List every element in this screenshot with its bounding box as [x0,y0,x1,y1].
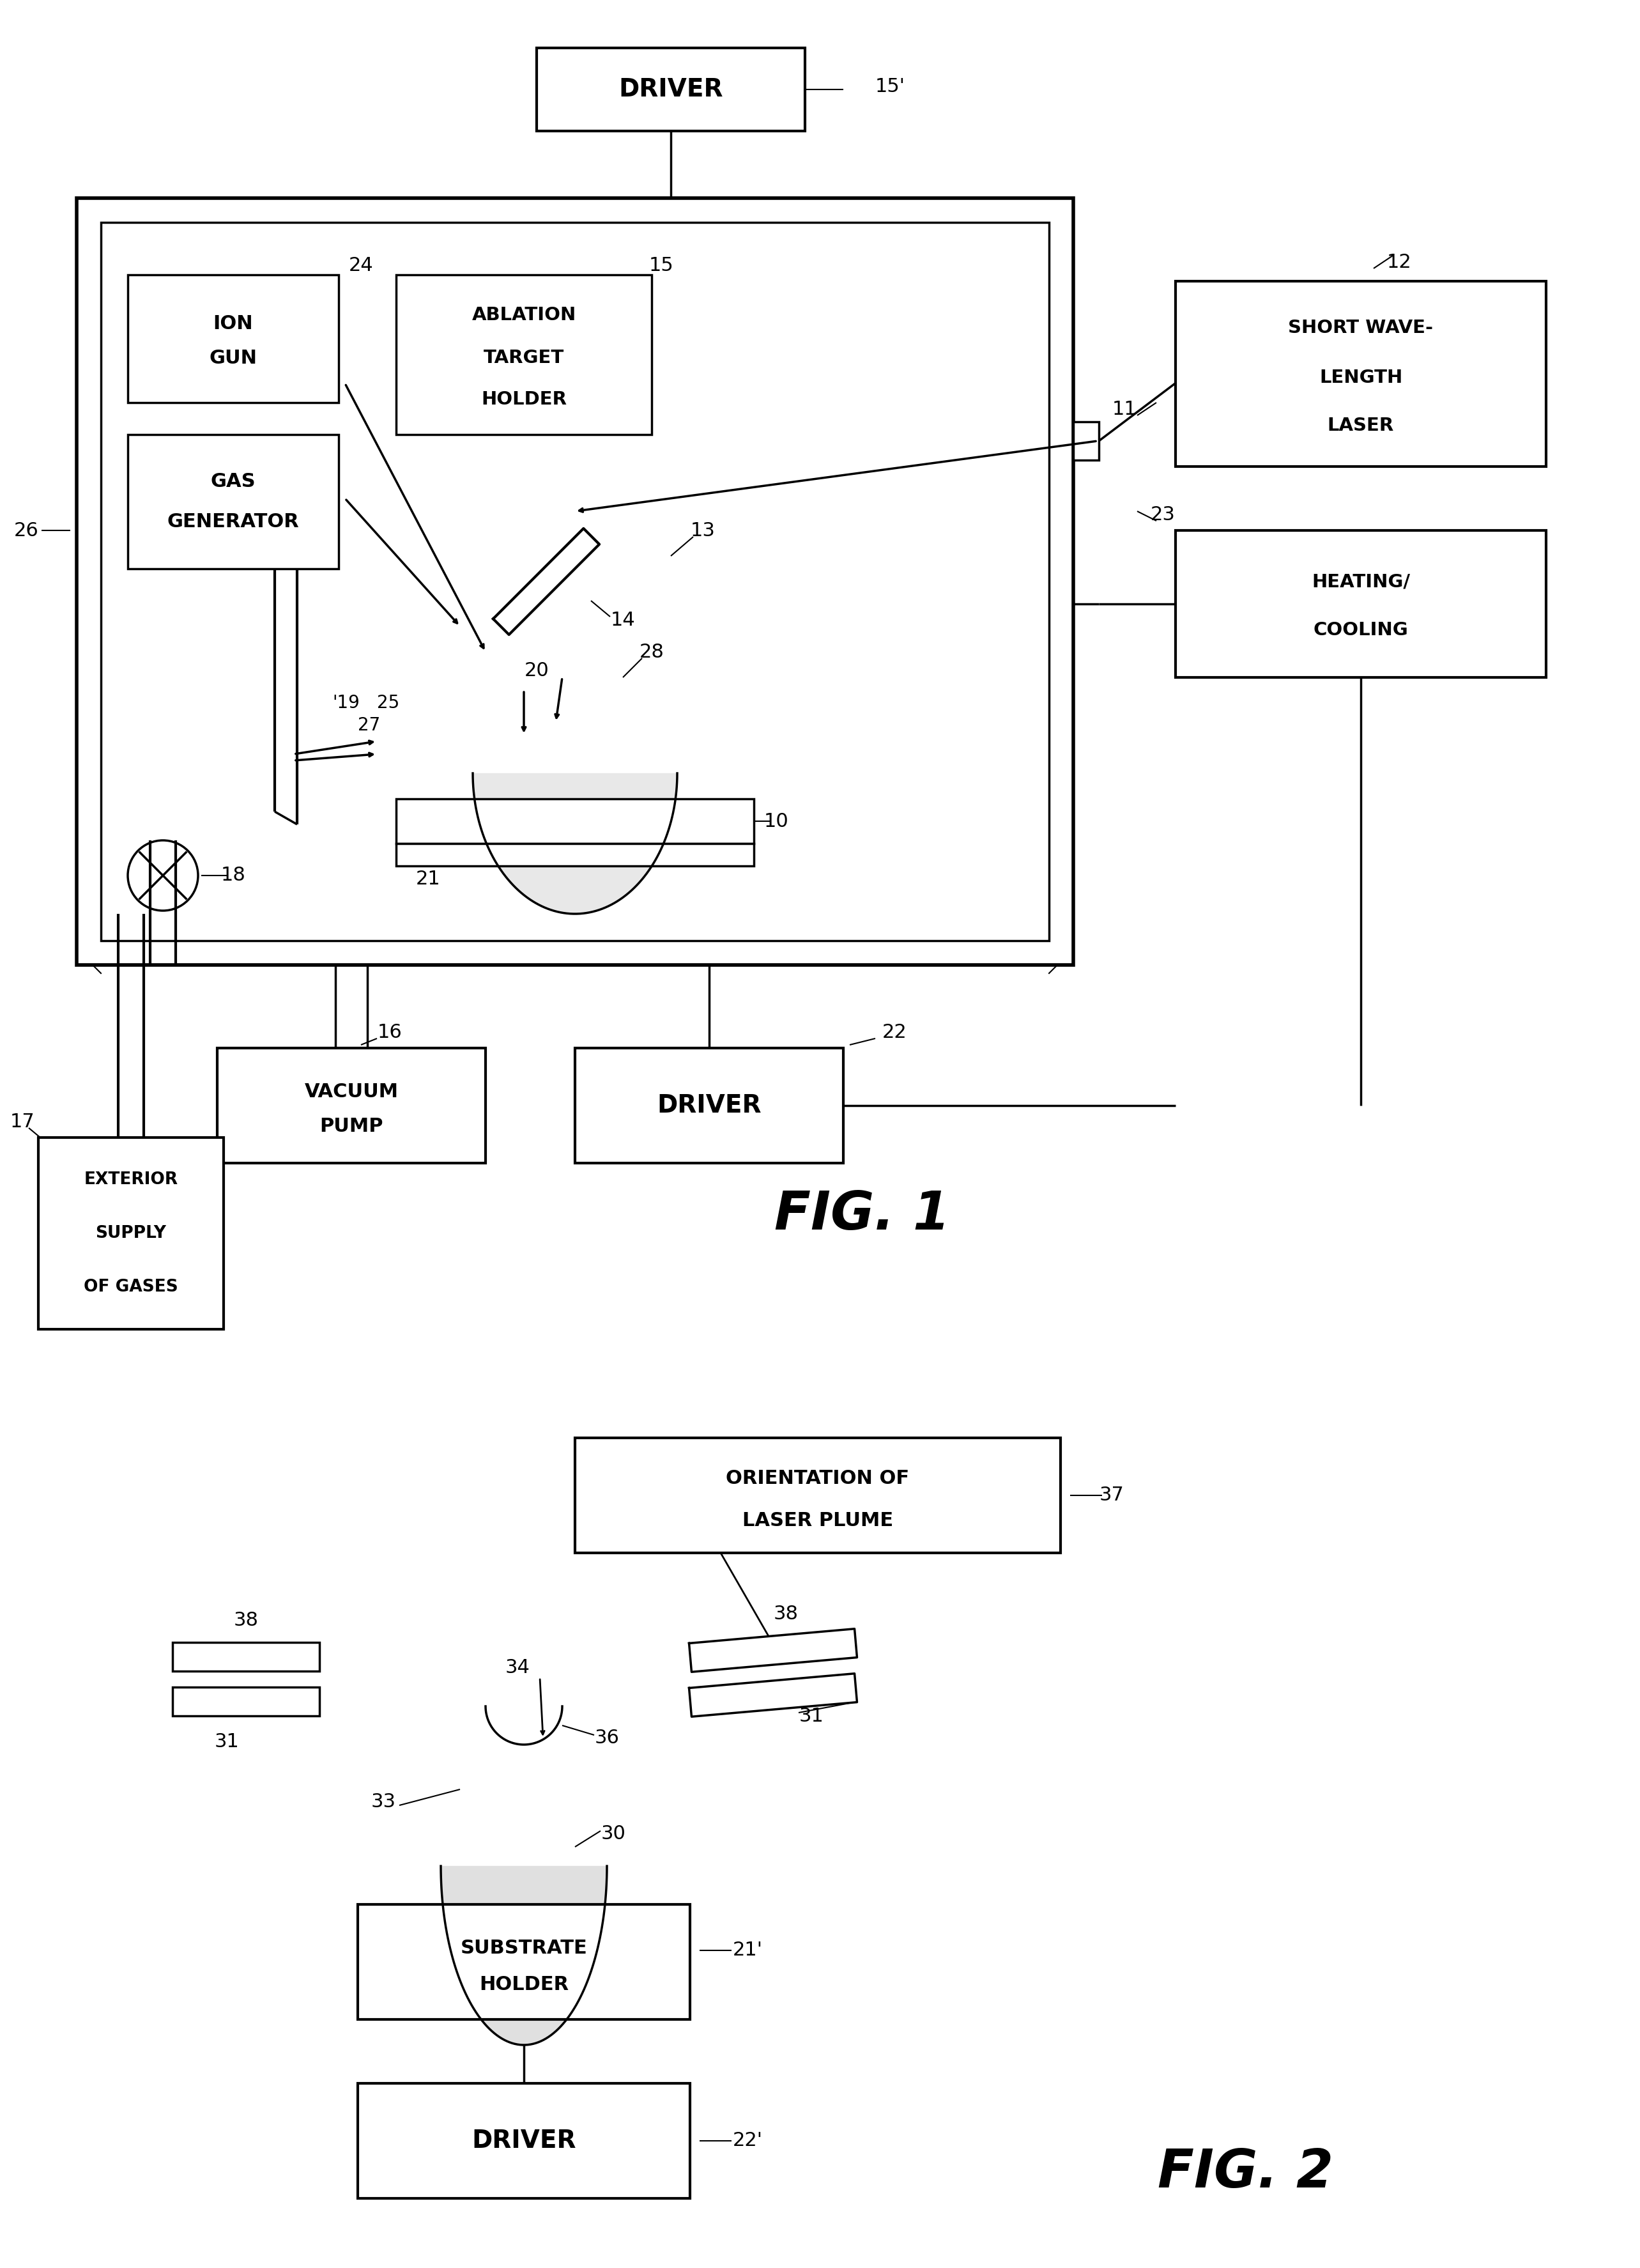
Polygon shape [689,1628,858,1672]
Bar [172,1687,320,1717]
Bar [216,1048,485,1163]
Text: 31: 31 [215,1733,239,1751]
Text: 21: 21 [415,869,441,889]
Text: 16: 16 [377,1023,402,1041]
Text: 38: 38 [774,1603,799,1624]
Text: FIG. 2: FIG. 2 [1158,2148,1333,2198]
Text: 10: 10 [764,812,789,830]
Text: HEATING/: HEATING/ [1312,574,1410,590]
Text: 36: 36 [595,1728,620,1746]
Bar [358,1905,690,2019]
Bar [77,197,1073,964]
Text: COOLING: COOLING [1314,621,1409,640]
Text: 37: 37 [1099,1486,1123,1504]
Text: 25: 25 [377,694,400,712]
Text: 31: 31 [799,1706,823,1726]
Text: 18: 18 [221,866,246,885]
Bar [172,1642,320,1672]
Text: 20: 20 [525,662,549,680]
Text: EXTERIOR: EXTERIOR [84,1170,179,1188]
Text: 26: 26 [13,522,38,540]
Bar [1176,281,1547,467]
Text: 27: 27 [358,717,380,735]
Text: PUMP: PUMP [320,1118,384,1136]
Polygon shape [689,1674,858,1717]
Text: 24: 24 [349,256,374,274]
Text: VACUUM: VACUUM [305,1082,399,1100]
Polygon shape [485,1706,563,1744]
Text: GENERATOR: GENERATOR [167,513,298,531]
Text: LASER PLUME: LASER PLUME [743,1510,894,1531]
Bar [358,2084,690,2198]
Text: ION: ION [213,313,253,333]
Text: HOLDER: HOLDER [481,390,567,408]
Text: DRIVER: DRIVER [618,77,723,102]
Text: LENGTH: LENGTH [1319,370,1402,386]
Bar [1176,531,1547,678]
Text: 28: 28 [640,642,664,660]
Bar [397,844,754,866]
Text: GAS: GAS [210,472,256,490]
Text: 13: 13 [690,522,715,540]
Text: 33: 33 [371,1794,395,1812]
Text: SUBSTRATE: SUBSTRATE [461,1939,587,1957]
Text: 11: 11 [1112,399,1137,417]
Text: TARGET: TARGET [484,349,564,367]
Text: 30: 30 [600,1826,626,1844]
Text: LASER: LASER [1327,417,1394,435]
Text: OF GASES: OF GASES [84,1279,179,1295]
Text: 22: 22 [882,1023,907,1041]
Text: 23: 23 [1150,506,1176,524]
Text: 12: 12 [1387,252,1412,272]
Text: SUPPLY: SUPPLY [95,1225,166,1241]
Text: 15: 15 [649,256,674,274]
Text: 38: 38 [233,1610,259,1628]
Text: GUN: GUN [210,349,257,367]
Bar [128,274,338,404]
Bar [102,222,1050,941]
Text: 14: 14 [610,610,635,628]
Text: DRIVER: DRIVER [658,1093,761,1118]
Bar [128,435,338,569]
Text: 17: 17 [10,1111,34,1132]
Text: HOLDER: HOLDER [479,1975,569,1994]
Text: SHORT WAVE-: SHORT WAVE- [1289,318,1433,336]
Text: ABLATION: ABLATION [472,306,576,324]
Polygon shape [494,528,599,635]
Text: 34: 34 [505,1658,530,1678]
Bar [397,798,754,844]
Bar [576,1048,843,1163]
Bar [1073,422,1099,460]
Text: '19: '19 [333,694,359,712]
Text: 21': 21' [733,1941,763,1960]
Bar [576,1438,1061,1554]
Text: ORIENTATION OF: ORIENTATION OF [727,1470,910,1488]
Text: 22': 22' [733,2132,763,2150]
Bar [536,48,805,132]
Bar [38,1139,223,1329]
Text: 15': 15' [876,77,905,95]
Text: DRIVER: DRIVER [472,2130,576,2152]
Bar [397,274,651,435]
Text: FIG. 1: FIG. 1 [774,1188,950,1241]
